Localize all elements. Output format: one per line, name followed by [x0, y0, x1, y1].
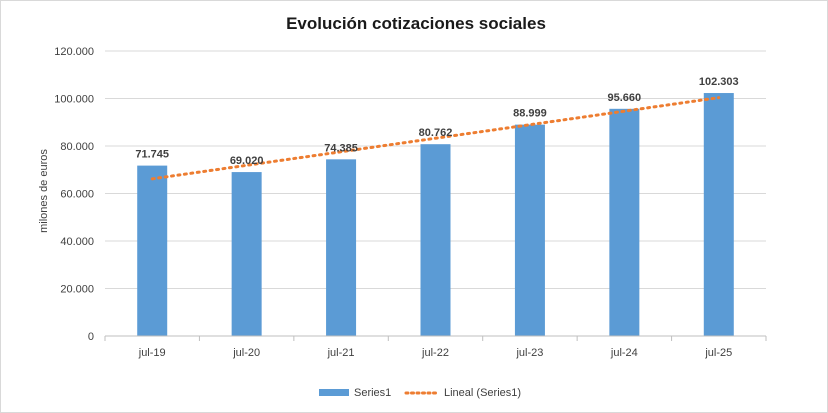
y-tick-label: 20.000 [60, 284, 94, 296]
bar [703, 93, 734, 337]
bar [137, 165, 168, 336]
data-label: 95.660 [608, 92, 642, 104]
data-label: 80.762 [419, 127, 453, 139]
data-labels: 71.745 69.020 74.385 80.762 88.999 95.660 102.… [135, 76, 738, 167]
data-label: 74.385 [324, 142, 358, 154]
legend-label-trendline: Lineal (Series1) [444, 387, 521, 399]
x-tick-label: jul-19 [138, 347, 166, 359]
data-label: 69.020 [230, 155, 264, 167]
bar [420, 144, 451, 336]
y-tick-label: 60.000 [60, 189, 94, 201]
x-tick-label: jul-25 [704, 347, 732, 359]
x-axis-ticks: jul-19 jul-20 jul-21 jul-22 jul-23 jul-24 jul-… [104, 336, 767, 359]
bar [326, 159, 357, 336]
y-axis-ticks: 0 20.000 40.000 60.000 80.000 100.000 120.000 [54, 46, 94, 343]
legend-swatch-series1 [319, 389, 349, 396]
data-label: 102.303 [699, 76, 739, 88]
y-tick-label: 40.000 [60, 236, 94, 248]
data-label: 71.745 [135, 149, 169, 161]
legend: Series1 Lineal (Series1) [319, 387, 521, 399]
bar [231, 172, 262, 336]
trendline-path [150, 96, 721, 181]
x-tick-label: jul-20 [232, 347, 260, 359]
chart-title: Evolución cotizaciones sociales [286, 14, 546, 33]
y-axis-label: milones de euros [38, 149, 50, 233]
x-tick-label: jul-22 [421, 347, 449, 359]
trendline [150, 96, 721, 181]
x-tick-label: jul-23 [515, 347, 543, 359]
bars [137, 93, 734, 337]
bar [514, 124, 545, 336]
y-tick-label: 120.000 [54, 46, 94, 58]
data-label: 88.999 [513, 108, 547, 120]
bar [609, 108, 640, 337]
y-tick-label: 0 [88, 331, 94, 343]
y-tick-label: 80.000 [60, 141, 94, 153]
y-tick-label: 100.000 [54, 94, 94, 106]
x-tick-label: jul-21 [327, 347, 355, 359]
x-tick-label: jul-24 [610, 347, 638, 359]
legend-label-series1: Series1 [354, 387, 391, 399]
